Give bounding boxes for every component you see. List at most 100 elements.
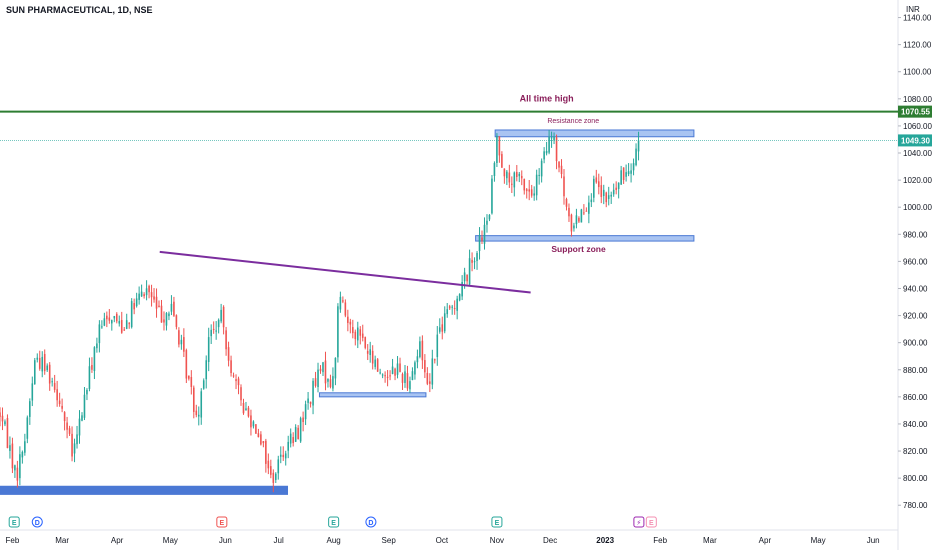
candle-body [384, 375, 386, 377]
candle-body [625, 172, 627, 177]
x-tick-label: 2023 [596, 536, 614, 545]
candle-body [21, 451, 24, 458]
candle-body [113, 316, 116, 319]
candle-body [108, 317, 111, 321]
candle-body [217, 319, 220, 328]
candle-body [292, 437, 294, 444]
candle-body [528, 189, 531, 192]
candle-body [245, 408, 247, 411]
candle-body [24, 441, 26, 453]
earnings-icon [645, 516, 657, 528]
candle-body [185, 350, 188, 379]
candle-body [103, 318, 106, 326]
candle-body [195, 410, 198, 416]
candle-body [11, 443, 14, 469]
candle-body [307, 398, 309, 403]
candle-body [371, 350, 374, 364]
candle-body [426, 372, 429, 384]
candle-body [197, 414, 200, 417]
candle-body [324, 360, 327, 384]
event-glyph: ⚡ [636, 519, 641, 527]
candle-body [200, 391, 203, 418]
candle-body [359, 329, 362, 336]
zone-support [475, 235, 695, 242]
candle-body [463, 272, 466, 282]
candle-body [125, 320, 128, 329]
candle-body [411, 371, 414, 381]
candle-body [563, 176, 565, 197]
candle-body [163, 319, 165, 323]
zone-bottom-support [0, 485, 289, 495]
candle-body [93, 347, 96, 372]
candle-body [299, 418, 302, 442]
candle-body [518, 173, 521, 177]
candle-body [133, 303, 135, 310]
candle-body [272, 472, 275, 483]
candle-body [597, 181, 600, 188]
candle-body [339, 296, 342, 310]
candle-body [535, 174, 538, 196]
candle-body [503, 168, 506, 177]
candles-layer [0, 130, 640, 493]
candle-body [260, 434, 262, 445]
candle-body [381, 374, 384, 376]
candle-body [600, 185, 603, 197]
candle-body [506, 171, 508, 179]
x-tick-label: Feb [653, 536, 667, 545]
candle-body [227, 347, 230, 361]
candle-body [96, 343, 98, 349]
candle-body [155, 296, 158, 309]
candle-body [409, 381, 411, 390]
x-tick-label: Dec [543, 536, 557, 545]
candle-body [207, 337, 210, 362]
candle-body [76, 434, 78, 445]
candle-body [33, 360, 36, 385]
candle-body [602, 189, 605, 197]
y-tick-label: 920.00 [903, 312, 928, 321]
candle-body [188, 375, 190, 379]
candle-body [123, 329, 126, 331]
candle-body [66, 422, 68, 430]
candle-body [237, 378, 240, 386]
candle-body [580, 209, 583, 223]
candle-body [106, 315, 108, 320]
split-icon [633, 516, 645, 528]
candle-body [274, 473, 277, 480]
candle-body [473, 261, 476, 263]
candle-body [6, 418, 9, 449]
candle-body [530, 189, 533, 196]
candle-body [205, 360, 208, 380]
candle-body [212, 328, 215, 330]
x-tick-label: Oct [436, 536, 449, 545]
candle-body [289, 433, 292, 444]
candle-body [573, 225, 575, 229]
candle-body [488, 214, 491, 220]
candle-body [401, 373, 404, 383]
x-tick-label: May [163, 536, 178, 545]
candle-body [317, 369, 319, 388]
y-tick-label: 880.00 [903, 366, 928, 375]
candle-body [356, 327, 359, 341]
candle-body [118, 321, 121, 324]
y-tick-label: 780.00 [903, 501, 928, 510]
candle-body [180, 339, 183, 345]
candle-body [605, 192, 608, 203]
event-glyph: E [649, 520, 654, 527]
candle-body [555, 137, 558, 162]
earnings-icon [8, 516, 20, 528]
candle-body [471, 259, 473, 263]
candle-body [38, 357, 41, 369]
candle-body [570, 214, 573, 232]
event-marker: D [365, 516, 377, 528]
candle-body [16, 467, 19, 481]
candle-body [493, 163, 496, 176]
last-price-label: 1049.30 [901, 136, 930, 145]
candle-body [632, 163, 635, 171]
candle-body [496, 135, 498, 163]
candle-body [612, 189, 615, 195]
last-price-tag [898, 134, 932, 147]
zones-layer [0, 129, 695, 495]
y-axis: 1140.00 1120.00 1100.00 1080.00 1060.00 1040.… [898, 14, 932, 510]
y-tick-label: 1120.00 [903, 41, 932, 50]
